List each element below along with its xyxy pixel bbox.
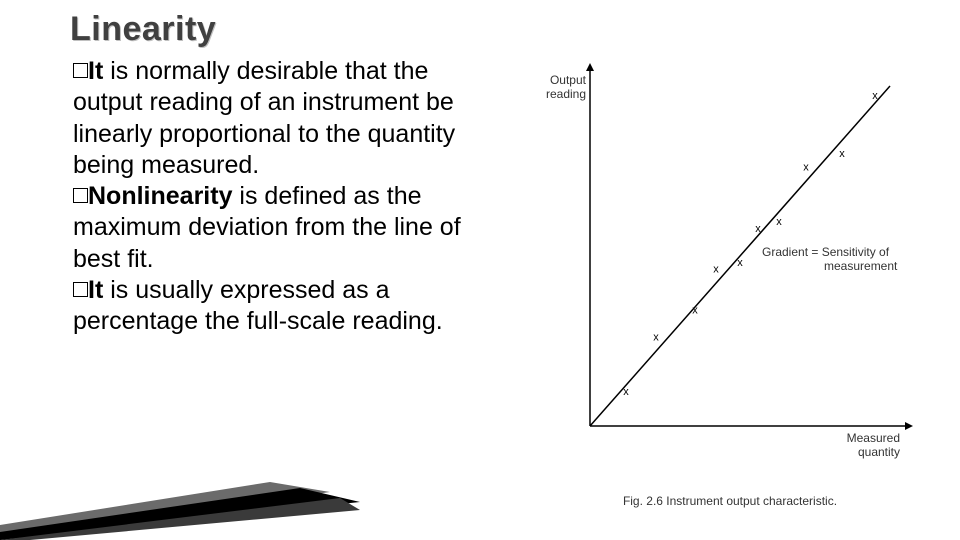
svg-text:quantity: quantity <box>858 445 900 459</box>
svg-text:x: x <box>803 162 809 174</box>
paragraph-lead: Nonlinearity <box>88 182 232 210</box>
figure-caption: Fig. 2.6 Instrument output characteristi… <box>530 494 930 508</box>
paragraph-text: is usually expressed as a percentage the… <box>73 276 443 335</box>
bullet-box-icon <box>73 63 88 78</box>
svg-text:x: x <box>755 223 761 235</box>
svg-text:x: x <box>839 148 845 160</box>
svg-text:Gradient = Sensitivity of: Gradient = Sensitivity of <box>762 245 890 259</box>
svg-text:x: x <box>737 257 743 269</box>
linearity-chart: x x x x x x x x x x Outputreading Measuredquantity G… <box>530 46 930 476</box>
svg-text:Output: Output <box>550 73 587 87</box>
svg-text:x: x <box>653 332 659 344</box>
svg-text:measurement: measurement <box>824 259 898 273</box>
svg-text:reading: reading <box>546 87 586 101</box>
svg-text:x: x <box>692 304 698 316</box>
body-text: It is normally desirable that the output… <box>73 56 473 337</box>
svg-text:x: x <box>623 386 629 398</box>
paragraph-lead: It <box>88 57 103 85</box>
slide-decoration <box>0 470 360 540</box>
svg-text:x: x <box>776 216 782 228</box>
svg-text:x: x <box>872 90 878 102</box>
slide-title: Linearity <box>70 10 216 49</box>
paragraph-text: is normally desirable that the output re… <box>73 57 455 179</box>
paragraph-lead: It <box>88 276 103 304</box>
bullet-box-icon <box>73 282 88 297</box>
svg-text:x: x <box>713 264 719 276</box>
svg-text:Measured: Measured <box>847 431 900 445</box>
bullet-box-icon <box>73 188 88 203</box>
